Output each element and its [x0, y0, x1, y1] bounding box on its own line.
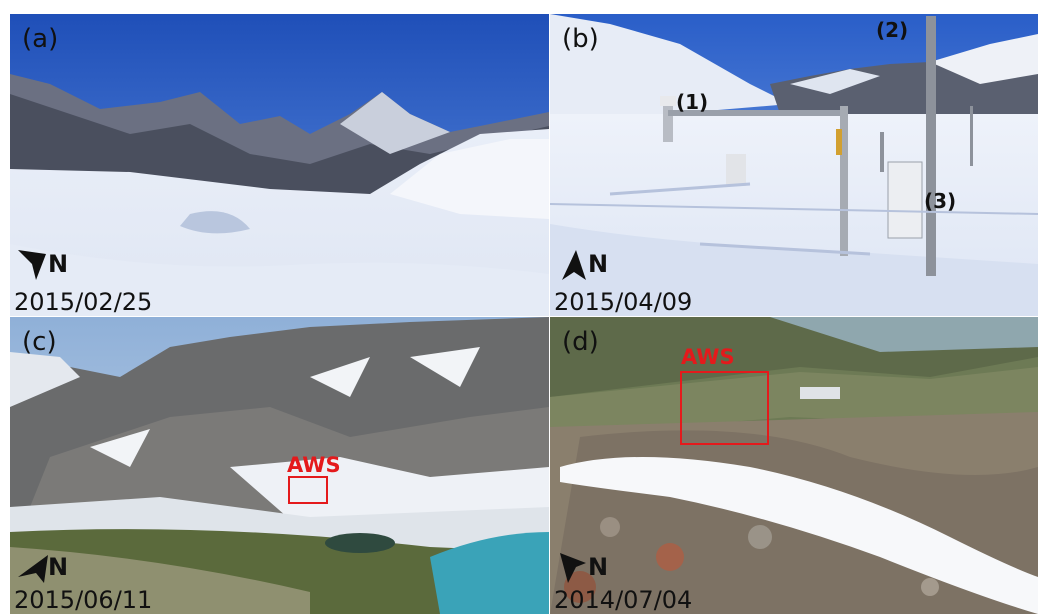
- photo-date: 2015/04/09: [554, 288, 693, 316]
- north-arrow-icon: [18, 555, 48, 583]
- north-indicator: N: [16, 549, 80, 589]
- snowy-mountain-photo: [10, 14, 549, 316]
- north-indicator: N: [556, 246, 620, 286]
- photo-panel-b: (b) (1) (2) (3) N 2015/04/09: [550, 14, 1038, 316]
- panel-label: (b): [562, 24, 599, 54]
- panel-label: (c): [22, 327, 57, 357]
- north-arrow-icon: [18, 250, 46, 280]
- photo-panel-a: (a) N 2015/02/25: [10, 14, 549, 316]
- north-arrow-icon: [560, 553, 586, 583]
- weather-station-snow-photo: [550, 14, 1038, 316]
- photo-date: 2015/06/11: [14, 586, 153, 614]
- panel-label: (a): [22, 24, 59, 54]
- photo-panel-d: (d) AWS N 2014/07/04: [550, 317, 1038, 614]
- north-indicator: N: [556, 549, 620, 589]
- photo-date: 2015/02/25: [14, 288, 153, 316]
- callout-2: (2): [876, 18, 909, 42]
- callout-3: (3): [924, 189, 957, 213]
- north-label: N: [48, 553, 69, 581]
- aws-marker-label: AWS: [681, 345, 735, 369]
- north-label: N: [588, 553, 609, 581]
- north-label: N: [48, 250, 69, 278]
- north-indicator: N: [16, 246, 80, 286]
- melting-snow-valley-photo: [10, 317, 549, 614]
- photo-panel-c: (c) AWS N 2015/06/11: [10, 317, 549, 614]
- aws-marker-label: AWS: [287, 453, 341, 477]
- north-label: N: [588, 250, 609, 278]
- callout-1: (1): [676, 90, 709, 114]
- aws-marker-box: [288, 476, 328, 504]
- panel-label: (d): [562, 327, 599, 357]
- photo-date: 2014/07/04: [554, 586, 693, 614]
- rocky-slope-snow-photo: [550, 317, 1038, 614]
- north-arrow-icon: [562, 250, 586, 280]
- aws-marker-box: [680, 371, 769, 445]
